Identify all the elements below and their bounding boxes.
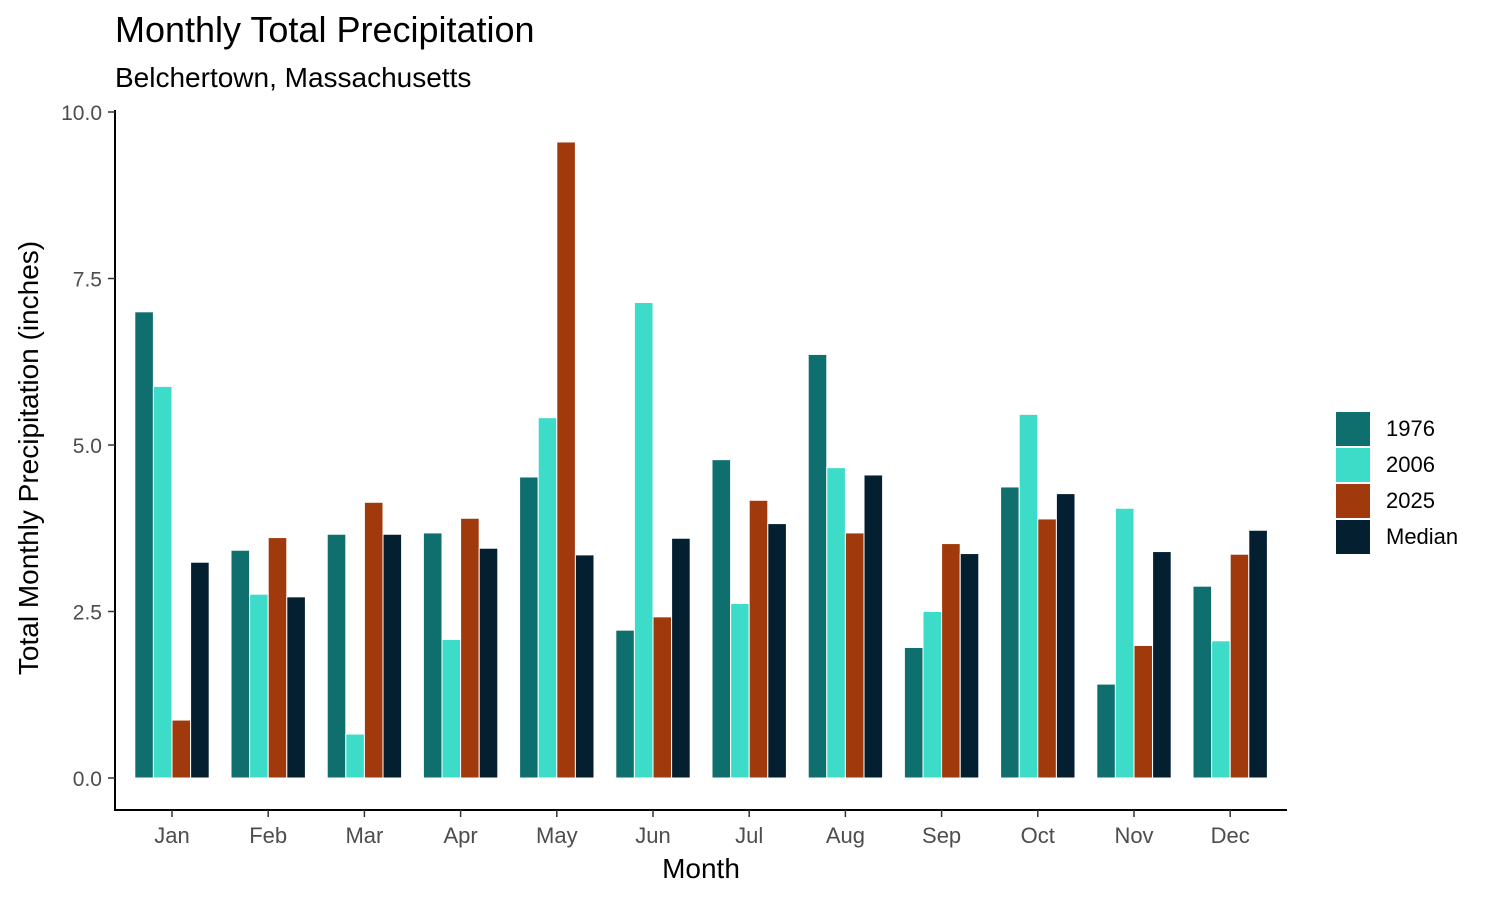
bar-feb-2006 bbox=[249, 593, 269, 779]
bar-jul-1976 bbox=[711, 459, 732, 779]
legend-item-1976: 1976 bbox=[1336, 411, 1458, 447]
bar-apr-2025 bbox=[460, 517, 480, 779]
legend: 1976 2006 2025 Median bbox=[1336, 411, 1458, 555]
bar-nov-2025 bbox=[1133, 644, 1154, 779]
bar-dec-median bbox=[1248, 529, 1268, 779]
bar-dec-1976 bbox=[1192, 585, 1213, 779]
bar-aug-2025 bbox=[844, 532, 865, 779]
chart-subtitle: Belchertown, Massachusetts bbox=[115, 62, 472, 93]
bar-oct-median bbox=[1055, 493, 1076, 779]
x-axis-label: Month bbox=[662, 853, 740, 884]
bar-sep-median bbox=[959, 553, 980, 779]
bar-jul-2025 bbox=[748, 499, 769, 779]
x-tick-label: Jul bbox=[735, 823, 763, 848]
bar-oct-1976 bbox=[1000, 486, 1020, 779]
x-tick-label: Nov bbox=[1114, 823, 1153, 848]
legend-label: 1976 bbox=[1386, 416, 1435, 441]
bar-sep-2025 bbox=[941, 543, 961, 779]
legend-swatch bbox=[1336, 484, 1370, 518]
bar-dec-2006 bbox=[1211, 640, 1231, 779]
x-tick-label: Aug bbox=[826, 823, 865, 848]
y-tick-label: 7.5 bbox=[73, 269, 102, 292]
bar-jul-2006 bbox=[730, 603, 750, 779]
bar-apr-1976 bbox=[422, 532, 443, 779]
x-tick-label: Sep bbox=[922, 823, 961, 848]
bar-sep-1976 bbox=[903, 646, 924, 779]
bar-oct-2006 bbox=[1018, 413, 1039, 779]
bar-aug-2006 bbox=[826, 467, 846, 779]
bar-mar-median bbox=[382, 533, 403, 779]
bar-aug-1976 bbox=[807, 353, 828, 779]
x-tick-label: Jan bbox=[154, 823, 189, 848]
x-tick-label: Oct bbox=[1021, 823, 1055, 848]
bar-may-median bbox=[574, 554, 595, 779]
bar-jan-1976 bbox=[134, 311, 154, 779]
bar-may-2025 bbox=[556, 141, 576, 779]
y-tick-label: 10.0 bbox=[61, 102, 102, 125]
bar-aug-median bbox=[863, 474, 884, 779]
bar-nov-median bbox=[1152, 551, 1172, 779]
x-tick-label: Apr bbox=[443, 823, 477, 848]
y-tick-label: 0.0 bbox=[73, 768, 102, 791]
bar-jul-median bbox=[767, 523, 787, 779]
legend-item-2006: 2006 bbox=[1336, 447, 1458, 483]
legend-swatch bbox=[1336, 448, 1370, 482]
bar-may-2006 bbox=[537, 417, 558, 779]
bar-nov-1976 bbox=[1096, 683, 1116, 779]
bar-jun-1976 bbox=[615, 629, 635, 779]
x-tick-label: Dec bbox=[1211, 823, 1250, 848]
bar-dec-2025 bbox=[1229, 553, 1250, 779]
bar-jun-2025 bbox=[652, 616, 673, 779]
legend-item-2025: 2025 bbox=[1336, 483, 1458, 519]
y-tick-label: 2.5 bbox=[73, 602, 102, 625]
bar-apr-2006 bbox=[441, 638, 462, 779]
bar-mar-2006 bbox=[345, 733, 365, 779]
bar-may-1976 bbox=[519, 476, 539, 779]
chart-title: Monthly Total Precipitation bbox=[115, 9, 535, 50]
bar-sep-2006 bbox=[922, 611, 943, 779]
bar-jan-2006 bbox=[152, 385, 173, 779]
y-axis-label: Total Monthly Precipitation (inches) bbox=[13, 241, 44, 675]
legend-label: 2006 bbox=[1386, 452, 1435, 477]
bar-mar-1976 bbox=[326, 533, 347, 779]
bar-oct-2025 bbox=[1037, 518, 1057, 779]
legend-label: Median bbox=[1386, 524, 1459, 549]
bar-mar-2025 bbox=[363, 501, 384, 779]
legend-swatch bbox=[1336, 412, 1370, 446]
bar-jun-2006 bbox=[633, 301, 654, 779]
y-tick-label: 5.0 bbox=[73, 435, 102, 458]
legend-item-median: Median bbox=[1336, 519, 1458, 555]
bar-jan-median bbox=[190, 561, 210, 779]
legend-label: 2025 bbox=[1386, 488, 1435, 513]
bar-apr-median bbox=[478, 547, 499, 779]
x-tick-label: Jun bbox=[635, 823, 670, 848]
bar-feb-2025 bbox=[267, 537, 288, 779]
x-tick-label: Feb bbox=[249, 823, 287, 848]
bar-feb-median bbox=[286, 596, 306, 779]
bar-jan-2025 bbox=[171, 719, 192, 779]
bar-jun-median bbox=[671, 537, 691, 779]
x-tick-label: May bbox=[536, 823, 578, 848]
legend-swatch bbox=[1336, 520, 1370, 554]
bar-nov-2006 bbox=[1114, 507, 1135, 779]
bar-feb-1976 bbox=[230, 549, 251, 779]
x-tick-label: Mar bbox=[345, 823, 383, 848]
